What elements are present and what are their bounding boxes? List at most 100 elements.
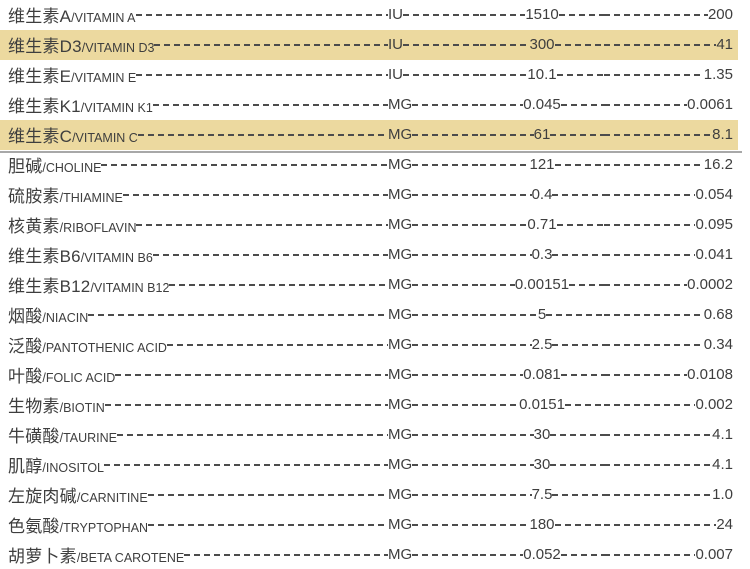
dash-leader: [604, 44, 717, 47]
table-row: 牛磺酸/TAURINE MG 30 4.1: [0, 419, 750, 449]
nutrient-name-cell: 维生素C/VITAMIN C: [8, 120, 388, 150]
dash-leader: [412, 194, 480, 197]
unit-cell: MG: [388, 180, 480, 210]
nutrient-name-cell: 烟酸/NIACIN: [8, 300, 388, 330]
nutrient-name: 核黄素/RIBOFLAVIN: [8, 212, 136, 237]
nutrient-name-cn: 烟酸: [8, 307, 43, 326]
nutrient-name-en: /TAURINE: [59, 430, 118, 445]
dash-leader: [480, 553, 524, 556]
nutrient-name: 维生素B12/VITAMIN B12: [8, 272, 169, 297]
value-1-cell: 10.1: [480, 60, 605, 90]
dash-leader: [412, 254, 480, 257]
table-row: 核黄素/RIBOFLAVIN MG 0.71 0.095: [0, 210, 750, 240]
unit-cell: MG: [388, 539, 480, 569]
value-1-cell: 2.5: [480, 329, 605, 359]
nutrient-name-en: /INOSITOL: [42, 460, 104, 475]
value-1: 0.081: [523, 365, 561, 383]
nutrient-name-cn: 维生素B12: [8, 277, 91, 297]
nutrient-name: 维生素B6/VITAMIN B6: [8, 242, 153, 267]
dash-leader: [552, 194, 605, 197]
value-1-cell: 61: [480, 120, 604, 150]
value-2-cell: 4.1: [604, 449, 733, 479]
nutrient-name-en: /BETA CAROTENE: [76, 550, 185, 565]
unit-label: MG: [388, 246, 413, 264]
dash-leader: [554, 164, 604, 167]
dash-leader: [480, 44, 530, 47]
dash-leader: [604, 463, 713, 466]
unit-label: MG: [388, 276, 413, 294]
value-1-cell: 30: [480, 449, 604, 479]
dash-leader: [554, 523, 604, 526]
dash-leader: [412, 104, 480, 107]
unit-cell: MG: [388, 150, 480, 180]
dash-leader: [480, 14, 526, 17]
unit-label: MG: [388, 335, 413, 353]
value-1: 7.5: [531, 485, 553, 503]
value-2-cell: 0.041: [604, 240, 733, 270]
value-1: 0.052: [523, 545, 561, 563]
dash-leader: [480, 134, 534, 137]
value-1: 61: [533, 126, 551, 144]
value-1-cell: 0.052: [480, 539, 605, 569]
nutrient-name-en: /VITAMIN E: [71, 71, 137, 86]
unit-label: MG: [388, 365, 413, 383]
dash-leader: [115, 373, 388, 376]
value-2-cell: 0.007: [604, 539, 733, 569]
dash-leader: [604, 194, 696, 197]
value-2: 0.68: [703, 306, 733, 323]
value-2: 4.1: [712, 455, 733, 473]
dash-leader: [412, 493, 480, 496]
value-1-cell: 7.5: [480, 479, 605, 509]
dash-leader: [412, 523, 480, 526]
dash-leader: [480, 403, 520, 406]
dash-leader: [560, 553, 605, 556]
value-2-cell: 0.095: [604, 210, 733, 240]
dash-leader: [480, 314, 538, 316]
nutrient-name: 泛酸/PANTOTHENIC ACID: [8, 332, 167, 357]
unit-cell: MG: [388, 240, 480, 270]
nutrient-name-cn: 左旋肉碱: [8, 486, 77, 506]
dash-leader: [412, 314, 480, 316]
unit-label: MG: [388, 395, 413, 413]
unit-label: IU: [388, 36, 403, 54]
unit-label: MG: [388, 216, 413, 234]
nutrient-name-cell: 胡萝卜素/BETA CAROTENE: [8, 539, 388, 569]
dash-leader: [166, 343, 388, 346]
dash-leader: [550, 134, 604, 137]
table-row: 叶酸/FOLIC ACID MG 0.081 0.0108: [0, 359, 750, 389]
dash-leader: [104, 463, 388, 466]
nutrient-name-en: /THIAMINE: [59, 191, 123, 206]
dash-leader: [552, 343, 605, 346]
nutrient-name: 肌醇/INOSITOL: [8, 452, 104, 477]
dash-leader: [604, 493, 713, 496]
dash-leader: [604, 14, 708, 17]
value-1: 10.1: [527, 66, 557, 84]
dash-leader: [154, 44, 388, 47]
dash-leader: [480, 433, 534, 436]
dash-leader: [480, 284, 515, 287]
value-2-cell: 1.35: [604, 60, 733, 90]
value-1-cell: 0.00151: [480, 270, 605, 300]
nutrient-name-cell: 色氨酸/TRYPTOPHAN: [8, 509, 388, 539]
dash-leader: [480, 74, 528, 77]
dash-leader: [604, 314, 704, 316]
nutrient-name-cn: 胡萝卜素: [8, 546, 77, 566]
nutrient-name-cell: 肌醇/INOSITOL: [8, 449, 388, 479]
nutrient-name-cell: 核黄素/RIBOFLAVIN: [8, 210, 388, 240]
nutrient-name-cell: 维生素B6/VITAMIN B6: [8, 240, 388, 270]
nutrient-name: 胡萝卜素/BETA CAROTENE: [8, 542, 184, 567]
nutrient-name-cell: 牛磺酸/TAURINE: [8, 419, 388, 449]
value-1: 5: [537, 306, 547, 323]
dash-leader: [554, 44, 604, 47]
dash-leader: [604, 284, 688, 287]
nutrient-name: 叶酸/FOLIC ACID: [8, 362, 115, 387]
nutrient-name: 维生素C/VITAMIN C: [8, 122, 138, 147]
value-1: 180: [529, 515, 555, 533]
nutrient-name-cn: 硫胺素: [8, 187, 60, 207]
value-2-cell: 8.1: [604, 120, 733, 150]
dash-leader: [412, 134, 480, 137]
dash-leader: [169, 284, 388, 287]
value-2: 1.35: [703, 66, 733, 84]
dash-leader: [604, 433, 713, 436]
dash-leader: [412, 433, 480, 436]
